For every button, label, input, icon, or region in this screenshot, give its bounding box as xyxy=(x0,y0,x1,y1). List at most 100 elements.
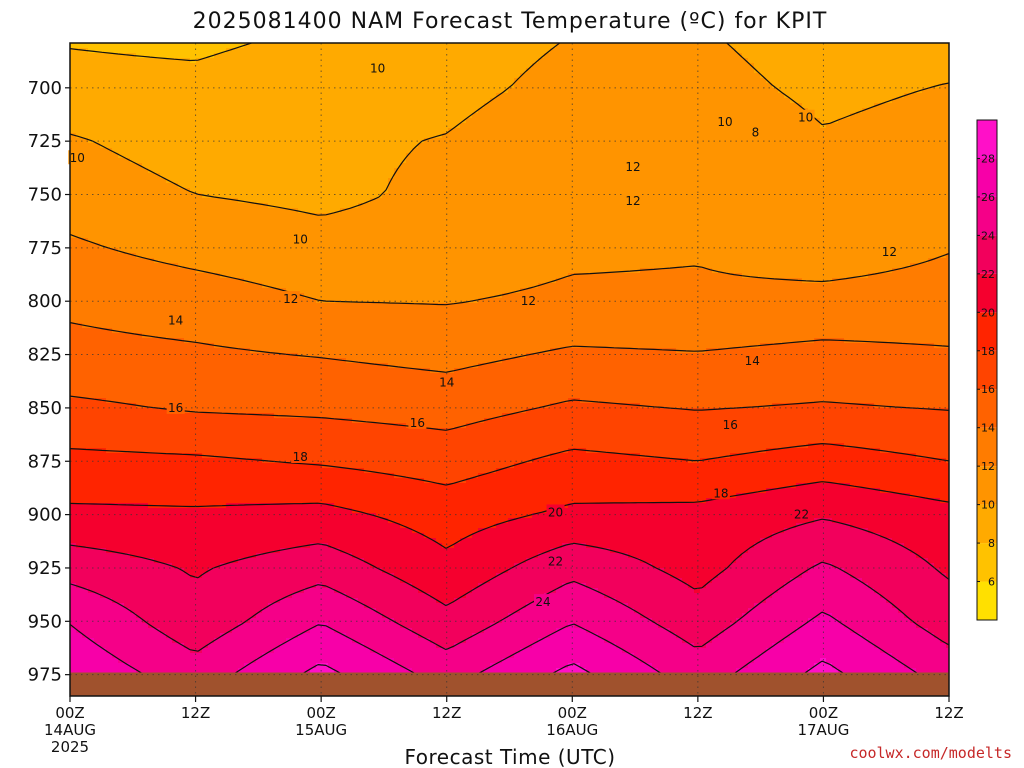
temperature-cell xyxy=(124,343,131,349)
temperature-cell xyxy=(190,178,197,184)
temperature-cell xyxy=(184,368,191,374)
temperature-cell xyxy=(76,88,83,94)
temperature-cell xyxy=(226,88,233,94)
temperature-cell xyxy=(244,283,251,289)
temperature-cell xyxy=(136,638,143,644)
temperature-cell xyxy=(172,158,179,164)
temperature-cell xyxy=(172,423,179,429)
temperature-cell xyxy=(250,178,257,184)
temperature-cell xyxy=(172,653,179,659)
temperature-cell xyxy=(172,303,179,309)
temperature-cell xyxy=(112,143,119,149)
temperature-cell xyxy=(292,168,299,174)
temperature-cell xyxy=(94,98,101,104)
temperature-cell xyxy=(250,463,257,469)
temperature-cell xyxy=(130,218,137,224)
temperature-cell xyxy=(220,163,227,169)
temperature-cell xyxy=(100,148,107,154)
temperature-cell xyxy=(268,173,275,179)
temperature-cell xyxy=(214,173,221,179)
temperature-cell xyxy=(244,343,251,349)
temperature-cell xyxy=(88,303,95,309)
temperature-cell xyxy=(184,363,191,369)
temperature-cell xyxy=(190,168,197,174)
temperature-cell xyxy=(232,228,239,234)
temperature-cell xyxy=(238,263,245,269)
temperature-cell xyxy=(238,478,245,484)
temperature-cell xyxy=(76,363,83,369)
temperature-cell xyxy=(286,283,293,289)
temperature-cell xyxy=(106,278,113,284)
temperature-cell xyxy=(202,483,209,489)
temperature-cell xyxy=(106,433,113,439)
temperature-cell xyxy=(256,458,263,464)
temperature-cell xyxy=(76,633,83,639)
temperature-cell xyxy=(70,643,77,649)
temperature-cell xyxy=(196,603,203,609)
temperature-cell xyxy=(94,493,101,499)
temperature-cell xyxy=(166,613,173,619)
temperature-cell xyxy=(172,333,179,339)
temperature-cell xyxy=(100,78,107,84)
temperature-cell xyxy=(142,283,149,289)
temperature-cell xyxy=(124,623,131,629)
temperature-cell xyxy=(244,363,251,369)
temperature-cell xyxy=(286,493,293,499)
temperature-cell xyxy=(256,448,263,454)
temperature-cell xyxy=(124,498,131,504)
temperature-cell xyxy=(220,568,227,574)
temperature-cell xyxy=(166,283,173,289)
temperature-cell xyxy=(154,488,161,494)
temperature-cell xyxy=(154,288,161,294)
temperature-cell xyxy=(118,73,125,79)
temperature-cell xyxy=(250,398,257,404)
temperature-cell xyxy=(256,238,263,244)
temperature-cell xyxy=(244,603,251,609)
temperature-cell xyxy=(124,403,131,409)
temperature-cell xyxy=(112,118,119,124)
temperature-cell xyxy=(232,253,239,259)
temperature-cell xyxy=(208,293,215,299)
temperature-cell xyxy=(190,413,197,419)
temperature-cell xyxy=(160,443,167,449)
temperature-cell xyxy=(106,43,113,49)
temperature-cell xyxy=(166,88,173,94)
temperature-cell xyxy=(232,323,239,329)
temperature-cell xyxy=(124,168,131,174)
temperature-cell xyxy=(274,73,281,79)
temperature-cell xyxy=(142,198,149,204)
temperature-cell xyxy=(94,328,101,334)
temperature-cell xyxy=(292,228,299,234)
temperature-cell xyxy=(250,378,257,384)
temperature-cell xyxy=(82,453,89,459)
temperature-cell xyxy=(208,108,215,114)
temperature-cell xyxy=(106,558,113,564)
temperature-cell xyxy=(280,278,287,284)
temperature-cell xyxy=(136,423,143,429)
temperature-cell xyxy=(214,523,221,529)
temperature-cell xyxy=(88,113,95,119)
temperature-cell xyxy=(184,93,191,99)
temperature-cell xyxy=(238,653,245,659)
temperature-cell xyxy=(262,478,269,484)
temperature-cell xyxy=(292,408,299,414)
temperature-cell xyxy=(268,523,275,529)
temperature-cell xyxy=(94,73,101,79)
temperature-cell xyxy=(196,438,203,444)
temperature-cell xyxy=(274,258,281,264)
temperature-cell xyxy=(178,223,185,229)
temperature-cell xyxy=(298,103,305,109)
temperature-cell xyxy=(250,478,257,484)
temperature-cell xyxy=(286,648,293,654)
temperature-cell xyxy=(244,598,251,604)
temperature-cell xyxy=(82,303,89,309)
temperature-cell xyxy=(154,123,161,129)
temperature-cell xyxy=(232,493,239,499)
temperature-cell xyxy=(250,423,257,429)
temperature-cell xyxy=(190,443,197,449)
temperature-cell xyxy=(118,533,125,539)
temperature-cell xyxy=(88,238,95,244)
temperature-cell xyxy=(142,628,149,634)
temperature-cell xyxy=(190,393,197,399)
temperature-cell xyxy=(178,463,185,469)
